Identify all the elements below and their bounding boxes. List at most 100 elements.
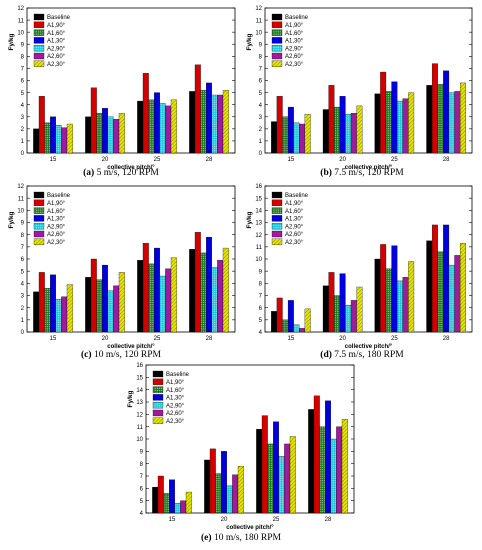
y-tick-label: 10 xyxy=(17,30,24,36)
bar-a-20-s5 xyxy=(113,119,120,154)
bar-a-20-s2 xyxy=(96,112,103,154)
bar-b-25-s1 xyxy=(380,71,387,154)
bar-a-28-s2 xyxy=(200,90,207,154)
bar-c-25-s0 xyxy=(137,260,144,333)
bar-d-25-s4 xyxy=(397,280,403,333)
caption-letter: (e) xyxy=(201,532,212,543)
legend-swatch xyxy=(33,223,45,230)
bar-c-15-s6 xyxy=(66,284,73,333)
legend-swatch xyxy=(33,215,45,222)
panel-caption: (d) 7.5 m/s, 180 RPM xyxy=(320,349,404,360)
y-tick-label: 0 xyxy=(21,151,25,157)
legend-label: A1,60° xyxy=(285,31,304,37)
legend-label: A1,60° xyxy=(47,31,66,37)
y-tick-label: 5 xyxy=(21,269,25,275)
legend-swatch xyxy=(152,394,164,401)
bar-b-15-s1 xyxy=(276,96,283,154)
bar-b-15-s3 xyxy=(287,106,294,154)
bar-a-15-s6 xyxy=(66,123,73,154)
bar-e-20-s6 xyxy=(237,465,244,514)
legend-label: A2,60° xyxy=(47,54,66,60)
legend-swatch xyxy=(33,45,45,52)
caption-text: 7.5 m/s, 180 RPM xyxy=(332,350,404,360)
y-tick-label: 7 xyxy=(21,67,25,73)
bar-b-28-s0 xyxy=(426,85,433,154)
legend: Baseline A1,90° A1,60° A1,30°A2,90° A2,60° A2… xyxy=(33,191,71,246)
panel-e: 4 5 6 7 8 9 10 11 12 13 14 15 16 15 20 25 28 collective p… xyxy=(127,363,355,543)
bar-a-25-s2 xyxy=(148,99,155,154)
panel-caption: (a) 5 m/s, 120 RPM xyxy=(83,167,159,178)
bar-e-15-s2 xyxy=(163,493,170,514)
bar-e-25-s3 xyxy=(273,421,279,514)
bar-a-25-s4 xyxy=(159,103,166,154)
legend-label: Baseline xyxy=(285,193,309,199)
bar-d-28-s1 xyxy=(431,224,438,333)
x-tick-label: 15 xyxy=(50,336,57,342)
legend-label: A2,60° xyxy=(285,54,304,60)
y-tick-label: 9 xyxy=(140,450,144,456)
bar-c-20-s0 xyxy=(85,277,92,333)
y-tick-label: 4 xyxy=(259,103,263,109)
bar-a-25-s0 xyxy=(137,100,144,154)
bar-a-25-s6 xyxy=(170,99,177,154)
y-tick-label: 8 xyxy=(140,462,144,468)
bar-c-20-s2 xyxy=(96,279,103,333)
y-tick-label: 4 xyxy=(21,282,25,288)
y-axis-label: Fy/kg xyxy=(8,211,15,228)
legend-swatch xyxy=(271,21,283,28)
bar-c-15-s3 xyxy=(50,274,56,333)
legend-label: A2,60° xyxy=(47,232,66,238)
y-tick-label: 8 xyxy=(21,233,25,239)
bar-c-20-s3 xyxy=(102,264,108,333)
caption-text: 10 m/s, 120 RPM xyxy=(92,350,162,360)
legend-label: A2,60° xyxy=(166,411,185,417)
bar-c-25-s2 xyxy=(148,263,155,333)
bar-d-20-s0 xyxy=(322,285,329,333)
bar-b-15-s0 xyxy=(271,121,278,154)
legend-label: A2,90° xyxy=(47,46,66,52)
bar-e-25-s4 xyxy=(278,456,285,514)
bar-b-20-s0 xyxy=(322,109,329,154)
y-tick-label: 14 xyxy=(136,388,143,394)
y-tick-label: 1 xyxy=(259,139,263,145)
bar-c-28-s4 xyxy=(211,267,218,333)
bar-d-25-s6 xyxy=(408,261,415,333)
y-tick-label: 14 xyxy=(255,209,262,215)
legend-swatch xyxy=(33,238,45,245)
y-axis-label: Fy/kg xyxy=(8,33,15,50)
legend-swatch xyxy=(271,215,283,222)
bar-a-25-s3 xyxy=(154,92,160,154)
y-tick-label: 6 xyxy=(21,79,25,85)
bar-a-15-s0 xyxy=(33,128,40,154)
bar-a-28-s5 xyxy=(217,94,224,154)
legend-label: A1,60° xyxy=(47,209,66,215)
bar-d-28-s0 xyxy=(426,240,433,333)
bar-b-15-s4 xyxy=(293,122,300,154)
y-tick-label: 13 xyxy=(255,221,262,227)
y-tick-label: 3 xyxy=(259,115,263,121)
x-tick-label: 28 xyxy=(206,157,213,163)
bar-e-20-s2 xyxy=(215,473,222,514)
legend-label: A1,60° xyxy=(285,209,304,215)
bar-e-20-s5 xyxy=(232,474,239,514)
bar-b-25-s4 xyxy=(397,100,403,154)
bar-b-20-s2 xyxy=(334,106,340,154)
y-tick-label: 7 xyxy=(21,245,25,251)
x-tick-label: 28 xyxy=(325,517,332,523)
bar-c-25-s4 xyxy=(159,275,166,333)
x-tick-label: 25 xyxy=(154,336,161,342)
legend-label: Baseline xyxy=(285,15,309,21)
panel-caption: (e) 10 m/s, 180 RPM xyxy=(201,532,282,543)
y-tick-label: 11 xyxy=(18,196,25,202)
y-tick-label: 10 xyxy=(136,437,143,443)
legend-swatch xyxy=(271,37,283,44)
x-tick-label: 20 xyxy=(339,157,346,163)
y-tick-label: 2 xyxy=(21,127,25,133)
bar-e-28-s3 xyxy=(325,400,331,514)
legend-label: A1,60° xyxy=(166,388,185,394)
legend-label: A1,90° xyxy=(285,23,304,29)
legend-swatch xyxy=(33,21,45,28)
bar-a-28-s6 xyxy=(222,90,229,154)
bar-d-20-s4 xyxy=(345,305,352,333)
x-tick-label: 15 xyxy=(288,336,295,342)
